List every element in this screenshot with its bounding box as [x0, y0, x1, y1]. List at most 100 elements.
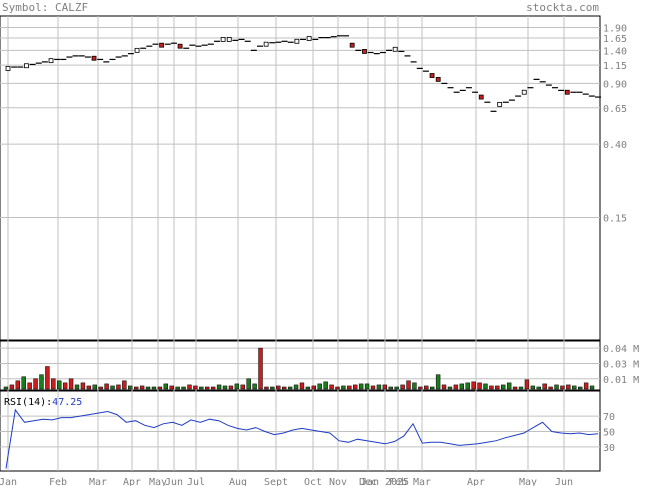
- price-candle: [24, 63, 29, 69]
- volume-bar: [133, 386, 139, 390]
- volume-bar: [234, 383, 240, 390]
- volume-bar: [447, 386, 453, 390]
- rsi-tick-label: 70: [603, 412, 615, 423]
- x-tick-label: Feb: [49, 477, 67, 486]
- volume-bar: [116, 384, 121, 390]
- volume-bar: [441, 384, 447, 390]
- volume-bar: [270, 386, 275, 390]
- volume-bar: [3, 386, 9, 390]
- rsi-label: RSI(14):47.25: [4, 397, 82, 408]
- volume-bar: [15, 380, 21, 390]
- volume-bar: [199, 386, 204, 390]
- volume-bar: [394, 386, 399, 390]
- price-candle: [349, 42, 355, 48]
- volume-bar: [98, 386, 103, 390]
- volume-bar: [104, 383, 109, 390]
- price-candle: [91, 55, 97, 61]
- volume-bar: [560, 385, 565, 390]
- rsi-tick-labels: 70 50 30: [603, 412, 615, 454]
- volume-bar: [222, 385, 228, 390]
- volume-panel: [0, 340, 601, 391]
- price-tick-label: 1.65: [603, 34, 627, 45]
- volume-bar: [554, 384, 559, 390]
- volume-bar: [524, 379, 530, 390]
- x-tick-label: Apr: [123, 477, 141, 486]
- volume-bar: [151, 386, 157, 390]
- volume-bar: [281, 386, 287, 390]
- volume-bar: [429, 386, 435, 390]
- volume-bar: [246, 378, 251, 390]
- volume-bar: [80, 382, 86, 390]
- price-tick-label: 1.15: [603, 61, 627, 72]
- x-tick-label: Jan 2025: [361, 477, 409, 486]
- volume-bar: [530, 385, 536, 390]
- volume-bar: [418, 386, 423, 390]
- x-tick-label: Nov: [329, 477, 347, 486]
- price-candle: [159, 42, 165, 48]
- volume-bar: [548, 386, 553, 390]
- x-tick-label: May: [519, 477, 537, 486]
- volume-bar: [489, 385, 494, 390]
- volume-bar: [335, 386, 340, 390]
- volume-bar: [193, 385, 198, 390]
- volume-bar: [471, 381, 476, 390]
- price-candle: [220, 37, 226, 42]
- volume-bar: [406, 380, 411, 390]
- volume-bar: [163, 383, 169, 390]
- volume-bar: [57, 380, 62, 390]
- price-candle: [435, 76, 441, 82]
- volume-bar: [205, 386, 210, 390]
- volume-bar: [459, 383, 465, 390]
- volume-bar: [293, 384, 299, 390]
- volume-bar: [210, 386, 216, 390]
- volume-bar: [299, 382, 305, 390]
- volume-bar: [157, 386, 163, 390]
- x-tick-label: Oct: [304, 477, 322, 486]
- price-tick-label: 0.65: [603, 104, 627, 115]
- volume-bar: [577, 386, 583, 390]
- volume-bar: [169, 385, 174, 390]
- price-candle: [306, 36, 312, 41]
- x-tick-label: Sept: [264, 477, 288, 486]
- frame: [0, 15, 601, 472]
- site-label: stockta.com: [526, 1, 599, 14]
- volume-bar: [536, 386, 541, 390]
- volume-bar: [287, 386, 293, 390]
- price-tick-label: 0.90: [603, 79, 627, 90]
- volume-bar: [317, 383, 322, 390]
- x-tick-label: Jan: [0, 477, 17, 486]
- volume-tick-labels: 0.04 M 0.03 M 0.01 M: [603, 344, 639, 386]
- x-tick-label: Mar: [413, 477, 431, 486]
- volume-bar: [589, 385, 595, 390]
- volume-bar: [453, 384, 459, 390]
- price-candle: [521, 89, 527, 95]
- volume-bar: [329, 384, 334, 390]
- price-panel: [0, 15, 601, 341]
- price-candle: [177, 43, 183, 49]
- x-tick-label: Feb: [389, 477, 407, 486]
- volume-bar: [9, 384, 15, 390]
- x-tick-label: Jul: [187, 477, 205, 486]
- symbol-label: Symbol: CALZF: [2, 1, 88, 14]
- volume-bar: [477, 382, 482, 390]
- x-tick-label: Mar: [89, 477, 107, 486]
- x-tick-label: Jun: [165, 477, 183, 486]
- volume-bar: [424, 385, 429, 390]
- x-tick-label: May: [149, 477, 167, 486]
- volume-bar: [92, 384, 97, 390]
- volume-tick-label: 0.03 M: [603, 359, 639, 370]
- volume-bar: [216, 384, 222, 390]
- gridlines: [0, 16, 600, 471]
- rsi-line-group: [5, 408, 599, 469]
- price-candle: [5, 66, 11, 71]
- volume-bar: [501, 384, 506, 390]
- price-candle: [497, 102, 503, 107]
- volume-bar: [139, 385, 145, 390]
- volume-tick-label: 0.04 M: [603, 344, 639, 355]
- volume-bar: [258, 347, 263, 390]
- volume-bar: [51, 378, 56, 390]
- volume-bar: [353, 384, 358, 390]
- price-tick-label: 1.90: [603, 23, 627, 34]
- volume-bar: [583, 382, 589, 390]
- volume-bar: [305, 386, 311, 390]
